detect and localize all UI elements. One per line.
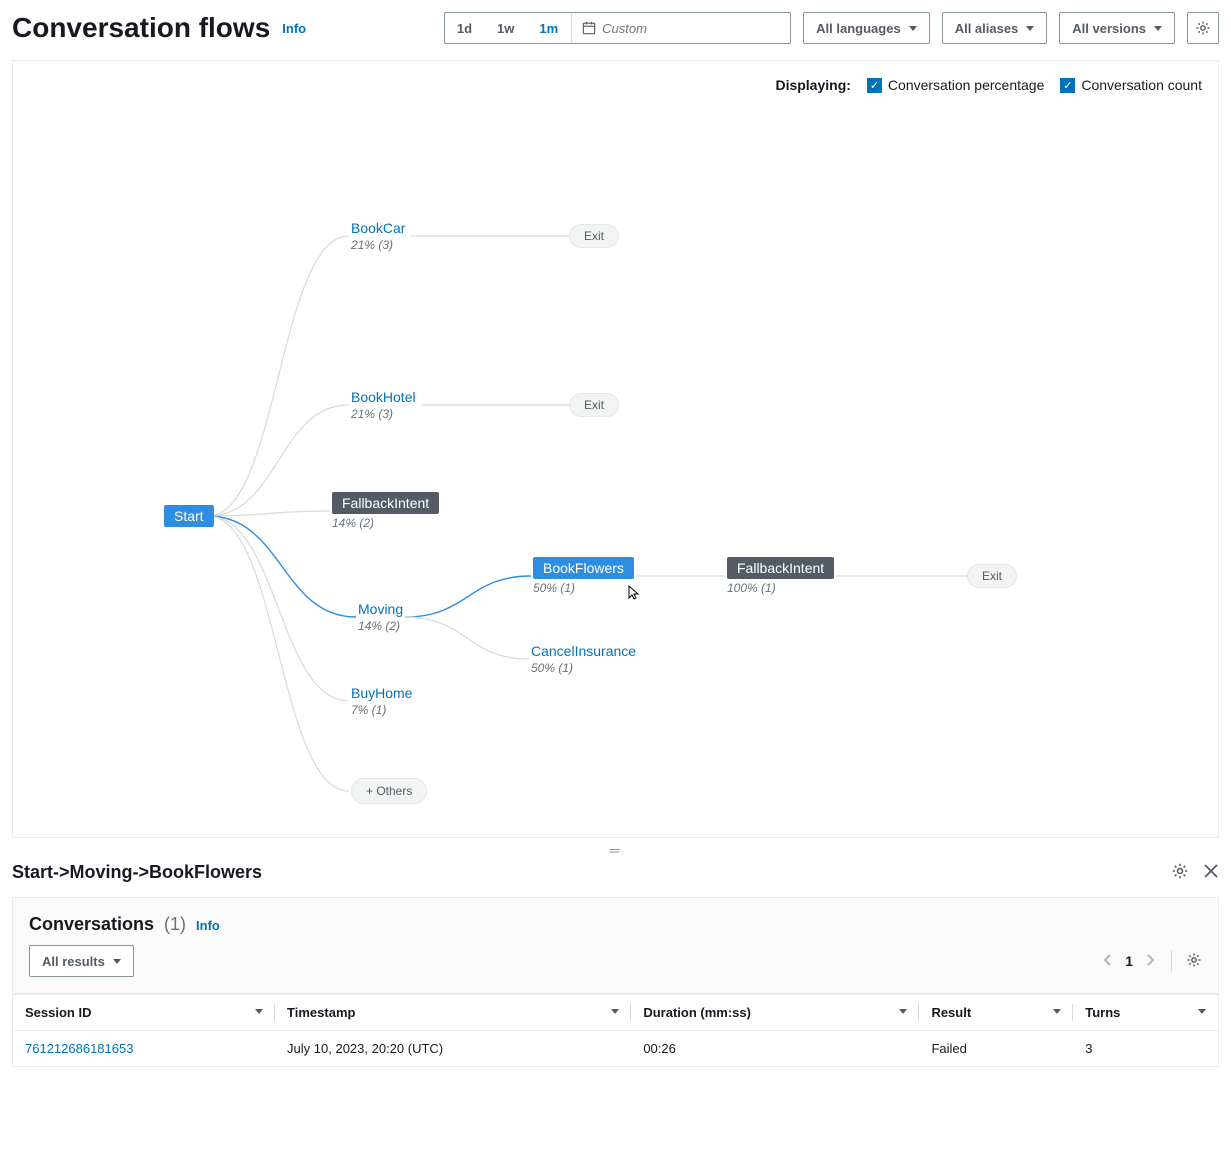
results-filter-label: All results	[42, 954, 105, 969]
aliases-label: All aliases	[955, 21, 1019, 36]
sort-icon	[1053, 1009, 1061, 1014]
pager-prev[interactable]	[1101, 949, 1115, 974]
flow-node-bookhotel[interactable]: BookHotel 21% (3)	[351, 389, 416, 421]
cursor-icon	[624, 584, 640, 600]
check-percentage[interactable]: ✓ Conversation percentage	[867, 77, 1044, 93]
calendar-icon	[582, 21, 596, 35]
time-btn-1m[interactable]: 1m	[527, 13, 571, 43]
time-btn-1w[interactable]: 1w	[485, 13, 527, 43]
gear-icon	[1171, 862, 1189, 880]
node-sub: 21% (3)	[351, 238, 405, 252]
conversations-table: Session ID Timestamp Duration (mm:ss) Re…	[13, 994, 1218, 1066]
gear-icon	[1195, 20, 1211, 36]
flow-node-start[interactable]: Start	[164, 505, 214, 527]
conversations-title: Conversations	[29, 914, 154, 935]
panel-splitter[interactable]: ═	[12, 838, 1219, 862]
check-percentage-label: Conversation percentage	[888, 77, 1044, 93]
node-sub: 14% (2)	[358, 619, 403, 633]
flow-node-cancelins[interactable]: CancelInsurance 50% (1)	[531, 643, 636, 675]
conversations-panel: Conversations (1) Info All results 1	[12, 897, 1219, 1067]
checkbox-icon: ✓	[867, 78, 882, 93]
node-label: BookFlowers	[533, 557, 634, 579]
time-range-selector: 1d 1w 1m	[444, 12, 791, 44]
node-label: BookCar	[351, 220, 405, 236]
node-label: FallbackIntent	[332, 492, 439, 514]
node-label: Start	[164, 505, 214, 527]
settings-button[interactable]	[1187, 12, 1219, 44]
flow-canvas-panel: Displaying: ✓ Conversation percentage ✓ …	[12, 60, 1219, 838]
chevron-down-icon	[113, 959, 121, 964]
flow-node-fallback1[interactable]: FallbackIntent 14% (2)	[332, 492, 439, 530]
sort-icon	[899, 1009, 907, 1014]
cell-turns: 3	[1073, 1031, 1218, 1067]
node-sub: 50% (1)	[531, 661, 636, 675]
displaying-label: Displaying:	[775, 77, 850, 93]
node-sub: 50% (1)	[533, 581, 634, 595]
node-label: FallbackIntent	[727, 557, 834, 579]
exit-pill[interactable]: Exit	[967, 564, 1017, 588]
node-label: Moving	[358, 601, 403, 617]
node-label: BookHotel	[351, 389, 416, 405]
flow-node-moving[interactable]: Moving 14% (2)	[358, 601, 403, 633]
versions-label: All versions	[1072, 21, 1146, 36]
flow-node-bookcar[interactable]: BookCar 21% (3)	[351, 220, 405, 252]
cell-duration: 00:26	[631, 1031, 919, 1067]
flow-edges	[29, 101, 1202, 821]
checkbox-icon: ✓	[1060, 78, 1075, 93]
time-btn-1d[interactable]: 1d	[445, 13, 485, 43]
flow-node-fallback2[interactable]: FallbackIntent 100% (1)	[727, 557, 834, 595]
custom-date-input[interactable]	[602, 21, 780, 36]
flow-node-others[interactable]: + Others	[351, 778, 427, 804]
conversations-info-link[interactable]: Info	[196, 918, 220, 933]
node-sub: 14% (2)	[332, 516, 439, 530]
chevron-down-icon	[909, 26, 917, 31]
languages-label: All languages	[816, 21, 901, 36]
table-settings-button[interactable]	[1186, 952, 1202, 971]
check-count-label: Conversation count	[1081, 77, 1202, 93]
chevron-left-icon	[1103, 953, 1113, 967]
session-id-link[interactable]: 761212686181653	[25, 1041, 133, 1056]
col-session-id[interactable]: Session ID	[13, 995, 275, 1031]
exit-pill[interactable]: Exit	[569, 393, 619, 417]
node-sub: 21% (3)	[351, 407, 416, 421]
cell-result: Failed	[919, 1031, 1073, 1067]
node-sub: 100% (1)	[727, 581, 834, 595]
node-label: CancelInsurance	[531, 643, 636, 659]
page-title: Conversation flows	[12, 12, 270, 44]
pager-current: 1	[1125, 953, 1133, 969]
aliases-dropdown[interactable]: All aliases	[942, 12, 1048, 44]
versions-dropdown[interactable]: All versions	[1059, 12, 1175, 44]
sort-icon	[611, 1009, 619, 1014]
col-duration[interactable]: Duration (mm:ss)	[631, 995, 919, 1031]
node-label: BuyHome	[351, 685, 412, 701]
sort-icon	[1198, 1009, 1206, 1014]
col-timestamp[interactable]: Timestamp	[275, 995, 631, 1031]
table-row[interactable]: 761212686181653 July 10, 2023, 20:20 (UTC…	[13, 1031, 1218, 1067]
sort-icon	[255, 1009, 263, 1014]
flow-node-bookflowers[interactable]: BookFlowers 50% (1)	[533, 557, 634, 595]
languages-dropdown[interactable]: All languages	[803, 12, 930, 44]
custom-date-section[interactable]	[571, 13, 790, 43]
exit-pill[interactable]: Exit	[569, 224, 619, 248]
chevron-down-icon	[1154, 26, 1162, 31]
flow-node-buyhome[interactable]: BuyHome 7% (1)	[351, 685, 412, 717]
detail-breadcrumb: Start->Moving->BookFlowers	[12, 862, 262, 883]
col-result[interactable]: Result	[919, 995, 1073, 1031]
info-link[interactable]: Info	[282, 21, 306, 36]
cell-timestamp: July 10, 2023, 20:20 (UTC)	[275, 1031, 631, 1067]
node-sub: 7% (1)	[351, 703, 412, 717]
flow-area[interactable]: Start BookCar 21% (3) Exit BookHotel 21% (3) E…	[29, 101, 1202, 821]
close-button[interactable]	[1203, 863, 1219, 882]
pager-next[interactable]	[1143, 949, 1157, 974]
conversations-count: (1)	[164, 914, 186, 935]
chevron-down-icon	[1026, 26, 1034, 31]
chevron-right-icon	[1145, 953, 1155, 967]
detail-settings-button[interactable]	[1171, 862, 1189, 883]
check-count[interactable]: ✓ Conversation count	[1060, 77, 1202, 93]
results-filter-dropdown[interactable]: All results	[29, 945, 134, 977]
col-turns[interactable]: Turns	[1073, 995, 1218, 1031]
gear-icon	[1186, 952, 1202, 968]
close-icon	[1203, 863, 1219, 879]
